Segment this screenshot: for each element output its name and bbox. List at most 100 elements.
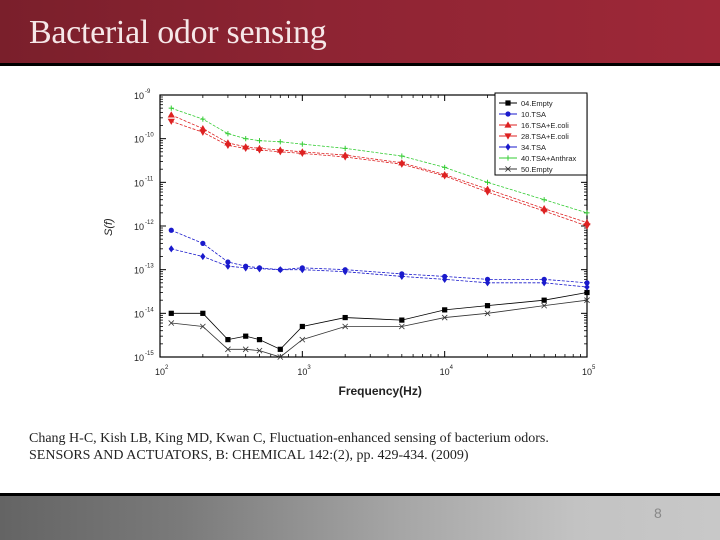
marker-diamond xyxy=(342,268,348,276)
x-tick-exponent: 4 xyxy=(450,365,454,371)
marker-triangle-down xyxy=(483,189,492,196)
marker-triangle-down xyxy=(398,161,406,168)
marker-diamond xyxy=(243,264,249,272)
marker-x xyxy=(584,297,590,304)
y-tick-exponent: -10 xyxy=(145,133,154,139)
marker-square xyxy=(541,297,547,303)
x-tick-exponent: 3 xyxy=(307,365,311,371)
marker-x xyxy=(242,346,249,353)
marker-triangle-down xyxy=(298,150,306,157)
marker-x xyxy=(199,323,206,330)
legend-label: 34.TSA xyxy=(521,143,546,152)
marker-triangle-down xyxy=(167,118,175,125)
citation: Chang H-C, Kish LB, King MD, Kwan C, Flu… xyxy=(29,430,549,464)
marker-triangle-down xyxy=(199,129,207,136)
y-tick-label: 10 xyxy=(134,309,144,319)
x-tick-label: 10 xyxy=(297,367,307,377)
marker-x xyxy=(256,347,263,354)
x-tick-exponent: 2 xyxy=(165,365,169,371)
marker-diamond xyxy=(399,272,405,281)
marker-square xyxy=(342,314,348,321)
title-bar: Bacterial odor sensing xyxy=(0,0,720,63)
marker-circle xyxy=(225,259,231,265)
marker-x xyxy=(505,166,511,172)
marker-circle xyxy=(505,111,511,117)
legend-label: 40.TSA+Anthrax xyxy=(521,154,576,163)
legend-label: 16.TSA+E.coli xyxy=(521,121,569,130)
legend-label: 28.TSA+E.coli xyxy=(521,132,569,141)
y-tick-exponent: -11 xyxy=(145,176,154,182)
chart: 10 2 10 3 10 4 10 5 10 -9 10 -10 10 -11 10 -12 10 -13 10 -1… xyxy=(90,85,610,405)
slide-title: Bacterial odor sensing xyxy=(29,14,327,51)
marker-triangle-down xyxy=(341,154,349,161)
legend-label: 50.Empty xyxy=(521,165,553,174)
marker-circle xyxy=(200,240,206,246)
page-number: 8 xyxy=(654,505,662,521)
y-tick-label: 10 xyxy=(134,222,144,232)
x-tick-label: 10 xyxy=(440,367,450,377)
marker-x xyxy=(484,310,491,317)
marker-triangle-up xyxy=(199,125,207,132)
marker-x xyxy=(277,354,284,360)
title-divider xyxy=(0,63,720,66)
marker-x xyxy=(342,323,349,330)
marker-triangle-down xyxy=(276,149,284,156)
y-tick-label: 10 xyxy=(134,135,144,145)
marker-triangle-up xyxy=(167,111,175,118)
y-tick-label: 10 xyxy=(134,353,144,363)
footer-divider xyxy=(0,493,720,496)
marker-x xyxy=(299,336,306,343)
marker-square xyxy=(299,323,305,330)
marker-x xyxy=(168,320,175,326)
citation-line-1: Chang H-C, Kish LB, King MD, Kwan C, Flu… xyxy=(29,431,549,446)
marker-x xyxy=(541,302,548,309)
marker-triangle-down xyxy=(540,208,548,215)
x-tick-exponent: 5 xyxy=(592,365,596,371)
y-tick-label: 10 xyxy=(134,91,144,101)
marker-triangle-down xyxy=(242,145,250,152)
marker-x xyxy=(398,323,405,330)
y-tick-exponent: -15 xyxy=(145,351,154,357)
marker-square xyxy=(225,337,231,343)
marker-diamond xyxy=(168,245,174,253)
marker-square xyxy=(256,337,263,343)
marker-circle xyxy=(584,280,590,286)
marker-square xyxy=(243,333,249,339)
marker-diamond xyxy=(484,279,491,287)
citation-line-2: SENSORS AND ACTUATORS, B: CHEMICAL 142:(… xyxy=(29,448,469,463)
marker-triangle-up xyxy=(504,121,512,128)
marker-diamond xyxy=(541,279,547,287)
y-tick-exponent: -14 xyxy=(145,307,154,313)
x-tick-label: 10 xyxy=(155,367,165,377)
x-axis-label: Frequency(Hz) xyxy=(339,384,422,398)
legend-label: 04.Empty xyxy=(521,99,553,108)
marker-triangle-down xyxy=(583,223,591,230)
y-tick-label: 10 xyxy=(134,266,144,276)
marker-diamond xyxy=(200,252,206,261)
marker-square xyxy=(584,289,590,296)
marker-square xyxy=(442,307,448,313)
legend-label: 10.TSA xyxy=(521,110,546,119)
y-tick-exponent: -9 xyxy=(145,89,151,95)
marker-triangle-down xyxy=(504,133,512,140)
marker-x xyxy=(441,314,448,321)
marker-triangle-down xyxy=(255,147,264,154)
marker-triangle-down xyxy=(441,173,449,180)
marker-square xyxy=(168,310,174,316)
marker-diamond xyxy=(505,143,511,151)
y-axis-label: S(f) xyxy=(103,218,115,236)
marker-circle xyxy=(168,227,174,233)
marker-x xyxy=(225,346,231,353)
marker-triangle-down xyxy=(224,142,232,150)
x-tick-label: 10 xyxy=(582,367,592,377)
y-tick-exponent: -13 xyxy=(145,264,154,270)
y-tick-exponent: -12 xyxy=(145,220,154,226)
marker-square xyxy=(200,310,206,316)
marker-square xyxy=(277,346,283,352)
y-tick-label: 10 xyxy=(134,178,144,188)
marker-diamond xyxy=(442,275,448,283)
marker-square xyxy=(399,317,405,323)
marker-square xyxy=(484,303,491,309)
marker-square xyxy=(505,100,511,106)
